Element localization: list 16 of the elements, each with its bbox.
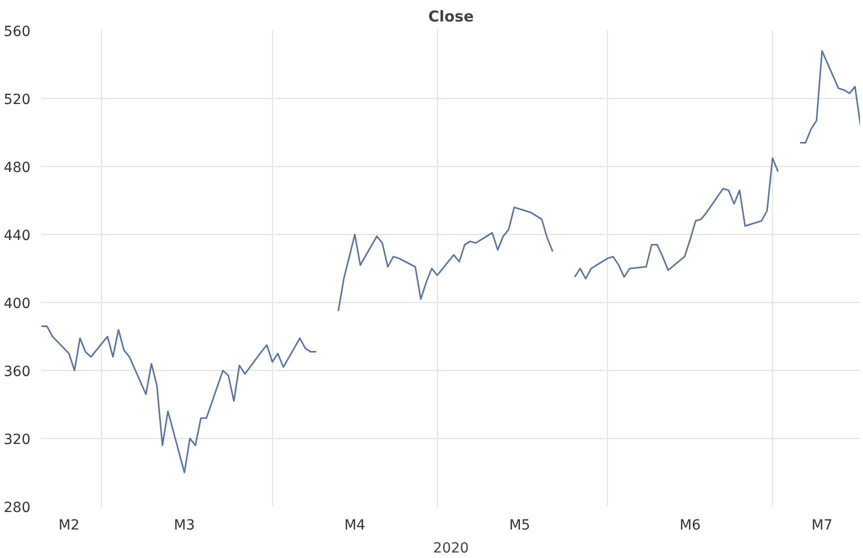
x-axis-title: 2020: [433, 540, 469, 556]
y-tick-label: 520: [4, 92, 31, 108]
y-tick-label: 320: [4, 432, 31, 448]
y-tick-label: 560: [4, 24, 31, 40]
y-tick-label: 400: [4, 296, 31, 312]
y-tick-label: 280: [4, 500, 31, 516]
x-tick-label: M6: [680, 518, 701, 534]
x-tick-label: M5: [509, 518, 530, 534]
y-tick-label: 480: [4, 160, 31, 176]
x-tick-label: M2: [58, 518, 80, 534]
x-tick-label: M3: [174, 518, 195, 534]
chart-title: Close: [428, 8, 474, 26]
x-tick-label: M7: [812, 518, 833, 534]
y-tick-label: 440: [4, 228, 31, 244]
y-tick-label: 360: [4, 364, 31, 380]
x-tick-label: M4: [344, 518, 366, 534]
